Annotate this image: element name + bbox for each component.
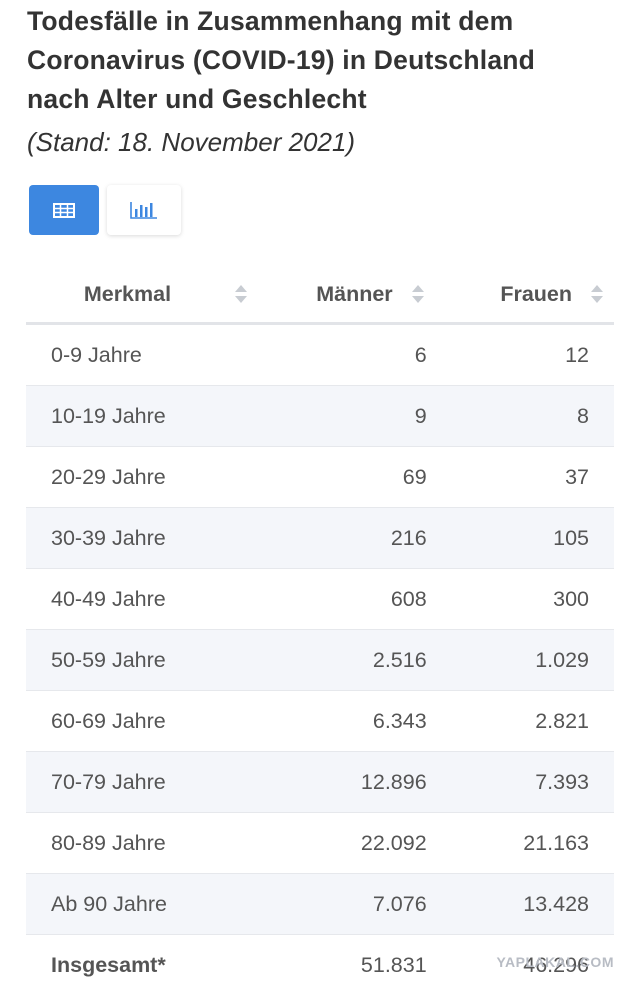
table-row: 10-19 Jahre 9 8 <box>26 385 614 447</box>
table-cell: 6.343 <box>247 690 435 752</box>
table-cell: 46.296 <box>434 934 614 993</box>
table-cell: 20-29 Jahre <box>26 446 248 508</box>
title-line: Coronavirus (COVID-19) in Deutschland <box>27 45 536 75</box>
table-cell: 70-79 Jahre <box>26 751 248 813</box>
table-cell: 10-19 Jahre <box>26 385 248 447</box>
table-cell: 80-89 Jahre <box>26 812 248 874</box>
table-cell: Insgesamt* <box>26 934 248 993</box>
table-cell: 51.831 <box>247 934 435 993</box>
table-cell: 60-69 Jahre <box>26 690 248 752</box>
table-row: Ab 90 Jahre 7.076 13.428 <box>26 873 614 935</box>
table-row: 20-29 Jahre 69 37 <box>26 446 614 508</box>
title-line: Todesfälle in Zusammenhang mit dem <box>27 6 514 36</box>
sort-icon <box>234 285 247 303</box>
data-table: Merkmal Männer Frauen 0-9 Jahre 6 12 10-19 Ja… <box>26 266 614 993</box>
table-row: 40-49 Jahre 608 300 <box>26 568 614 630</box>
column-header[interactable]: Merkmal <box>26 266 248 325</box>
watermark: YAPLAKAL.COM <box>496 954 614 970</box>
table-cell: 13.428 <box>434 873 614 935</box>
table-cell: 30-39 Jahre <box>26 507 248 569</box>
sort-icon <box>591 285 603 303</box>
table-cell: 300 <box>434 568 614 630</box>
table-cell: 40-49 Jahre <box>26 568 248 630</box>
column-header[interactable]: Frauen <box>434 266 614 325</box>
header-row: Merkmal Männer Frauen <box>26 266 614 325</box>
table-cell: 69 <box>247 446 435 508</box>
chart-icon <box>130 202 157 219</box>
table-cell: 7.393 <box>434 751 614 813</box>
table-cell: 608 <box>247 568 435 630</box>
column-header-label: Männer <box>316 281 393 306</box>
table-cell: 6 <box>247 323 435 386</box>
table-row: 30-39 Jahre 216 105 <box>26 507 614 569</box>
table-view-button[interactable] <box>29 185 99 235</box>
table-cell: 9 <box>247 385 435 447</box>
table-cell: 1.029 <box>434 629 614 691</box>
table-cell: 8 <box>434 385 614 447</box>
table-body: 0-9 Jahre 6 12 10-19 Jahre 9 8 20-29 Jahre 69 37… <box>26 323 614 993</box>
table-cell: 0-9 Jahre <box>26 323 248 386</box>
table-cell: 37 <box>434 446 614 508</box>
table-cell: 105 <box>434 507 614 569</box>
column-header-label: Frauen <box>500 281 572 306</box>
column-header-label: Merkmal <box>83 281 172 306</box>
table-row: 70-79 Jahre 12.896 7.393 <box>26 751 614 813</box>
table-cell: 2.516 <box>247 629 435 691</box>
table-cell: 12 <box>434 323 614 386</box>
table-row: 50-59 Jahre 2.516 1.029 <box>26 629 614 691</box>
table-cell: 50-59 Jahre <box>26 629 248 691</box>
table-cell: 216 <box>247 507 435 569</box>
table-row: 60-69 Jahre 6.343 2.821 <box>26 690 614 752</box>
table-cell: 12.896 <box>247 751 435 813</box>
title-line: nach Alter und Geschlecht <box>27 84 367 114</box>
table-row: Insgesamt* 51.831 46.296 <box>26 934 614 993</box>
subtitle: (Stand: 18. November 2021) <box>27 127 356 157</box>
table-cell: Ab 90 Jahre <box>26 873 248 935</box>
table-cell: 22.092 <box>247 812 435 874</box>
table-cell: 2.821 <box>434 690 614 752</box>
column-header[interactable]: Männer <box>247 266 435 325</box>
sort-icon <box>411 285 424 303</box>
table-cell: 21.163 <box>434 812 614 874</box>
title: Todesfälle in Zusammenhang mit dem Coron… <box>27 2 535 119</box>
chart-view-button[interactable] <box>107 185 181 235</box>
table-row: 80-89 Jahre 22.092 21.163 <box>26 812 614 874</box>
table-icon <box>53 203 75 218</box>
table-cell: 7.076 <box>247 873 435 935</box>
table-row: 0-9 Jahre 6 12 <box>26 323 614 386</box>
